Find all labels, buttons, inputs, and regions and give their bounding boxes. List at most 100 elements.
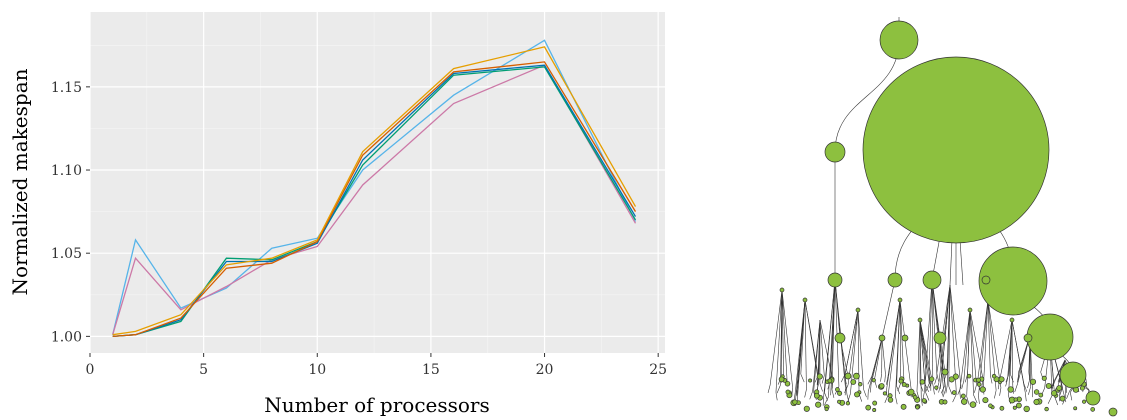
tree-edge	[924, 383, 929, 393]
tree-node	[845, 401, 851, 406]
tree-node	[887, 397, 894, 403]
tree-edge	[916, 319, 921, 392]
y-tick-label: 1.10	[51, 163, 82, 179]
tree-edge	[847, 309, 859, 385]
tree-edge	[922, 391, 925, 400]
tree-node	[879, 20, 919, 60]
x-axis-ticks: 0 5 10 15 20 25	[86, 353, 667, 378]
tree-node	[824, 407, 829, 412]
tree-node	[872, 408, 877, 412]
tree-edge	[1027, 379, 1030, 389]
tree-node	[1044, 406, 1049, 412]
tree-node	[991, 373, 997, 379]
tree-edge	[840, 373, 846, 383]
tree-edge	[830, 279, 836, 388]
tree-edge	[936, 284, 951, 374]
tree-node	[942, 399, 948, 405]
tree-node	[901, 382, 907, 387]
tree-node	[1009, 317, 1015, 323]
tree-edge	[844, 384, 849, 393]
tree-node	[934, 385, 939, 390]
tree-edge	[1023, 383, 1028, 392]
tree-node	[978, 246, 1048, 316]
tree-edge	[834, 279, 840, 387]
tree-node	[898, 378, 904, 384]
tree-edge	[844, 309, 859, 375]
series-line-3	[112, 66, 637, 338]
tree-edge	[987, 299, 1002, 388]
tree-edge	[881, 279, 896, 339]
tree-node	[850, 379, 857, 385]
tree-edge	[819, 319, 825, 376]
tree-node	[853, 372, 860, 380]
tree-edge	[919, 383, 924, 392]
tree-edge	[776, 385, 781, 394]
tree-edge	[795, 386, 798, 395]
tree-node	[960, 393, 966, 399]
tree-edge	[983, 299, 989, 387]
tree-edge	[999, 319, 1013, 382]
tree-edge	[952, 394, 957, 403]
series-line-5	[112, 61, 637, 338]
tree-edge	[920, 397, 923, 406]
tree-edge	[990, 375, 993, 384]
tree-node	[982, 397, 989, 404]
x-tick-label: 5	[199, 362, 208, 378]
tree-node	[901, 334, 909, 342]
tree-edge	[1054, 396, 1059, 406]
tree-node	[1041, 375, 1047, 381]
tree-node	[816, 373, 823, 380]
tree-edge	[897, 382, 902, 392]
tree-node	[967, 307, 973, 313]
tree-edge	[967, 309, 971, 375]
tree-node	[966, 373, 972, 379]
tree-node	[1026, 313, 1074, 361]
tree-edge	[994, 390, 997, 399]
tree-edge	[781, 289, 785, 376]
tree-edge	[1085, 378, 1088, 387]
tree-edge	[1011, 319, 1026, 394]
x-tick-label: 20	[536, 362, 554, 378]
tree-edge	[1070, 392, 1073, 401]
tree-edge	[924, 279, 933, 392]
series-line-2	[112, 64, 637, 335]
tree-edge	[1054, 359, 1066, 381]
tree-edge	[942, 387, 944, 396]
series-line-6	[112, 46, 637, 336]
tree-node	[837, 399, 842, 404]
tree-node	[1012, 405, 1017, 410]
tree-node	[948, 376, 955, 383]
tree-edge	[966, 396, 970, 405]
tree-edge	[961, 380, 965, 390]
tree-node	[1073, 406, 1078, 411]
tree-node	[1016, 402, 1022, 409]
series-line-1	[112, 39, 637, 335]
tree-edge	[797, 299, 806, 388]
tree-edge	[942, 389, 947, 398]
tree-node	[976, 377, 981, 383]
tree-node	[1023, 405, 1030, 413]
tree-node	[915, 405, 920, 410]
tree-node	[878, 334, 886, 342]
tree-edge	[828, 279, 836, 397]
tree-edge	[886, 376, 889, 385]
tree-node	[872, 400, 878, 406]
tree-node	[951, 390, 957, 395]
tree-edge	[824, 392, 828, 401]
tree-node	[878, 383, 885, 389]
tree-node	[887, 393, 893, 399]
tree-edge	[1014, 383, 1018, 393]
tree-node	[1029, 378, 1037, 385]
tree-edge	[987, 299, 991, 376]
tree-edge	[804, 389, 807, 398]
tree-edge	[793, 392, 796, 401]
tree-edge	[949, 239, 953, 286]
tree-edge	[969, 309, 974, 396]
grid-lines	[89, 12, 665, 353]
tree-edge	[781, 289, 793, 388]
tree-edge	[1025, 393, 1027, 402]
tree-edge	[899, 299, 912, 390]
x-tick-label: 10	[308, 362, 326, 378]
tree-edge	[813, 319, 821, 392]
tree-edge	[919, 319, 930, 384]
